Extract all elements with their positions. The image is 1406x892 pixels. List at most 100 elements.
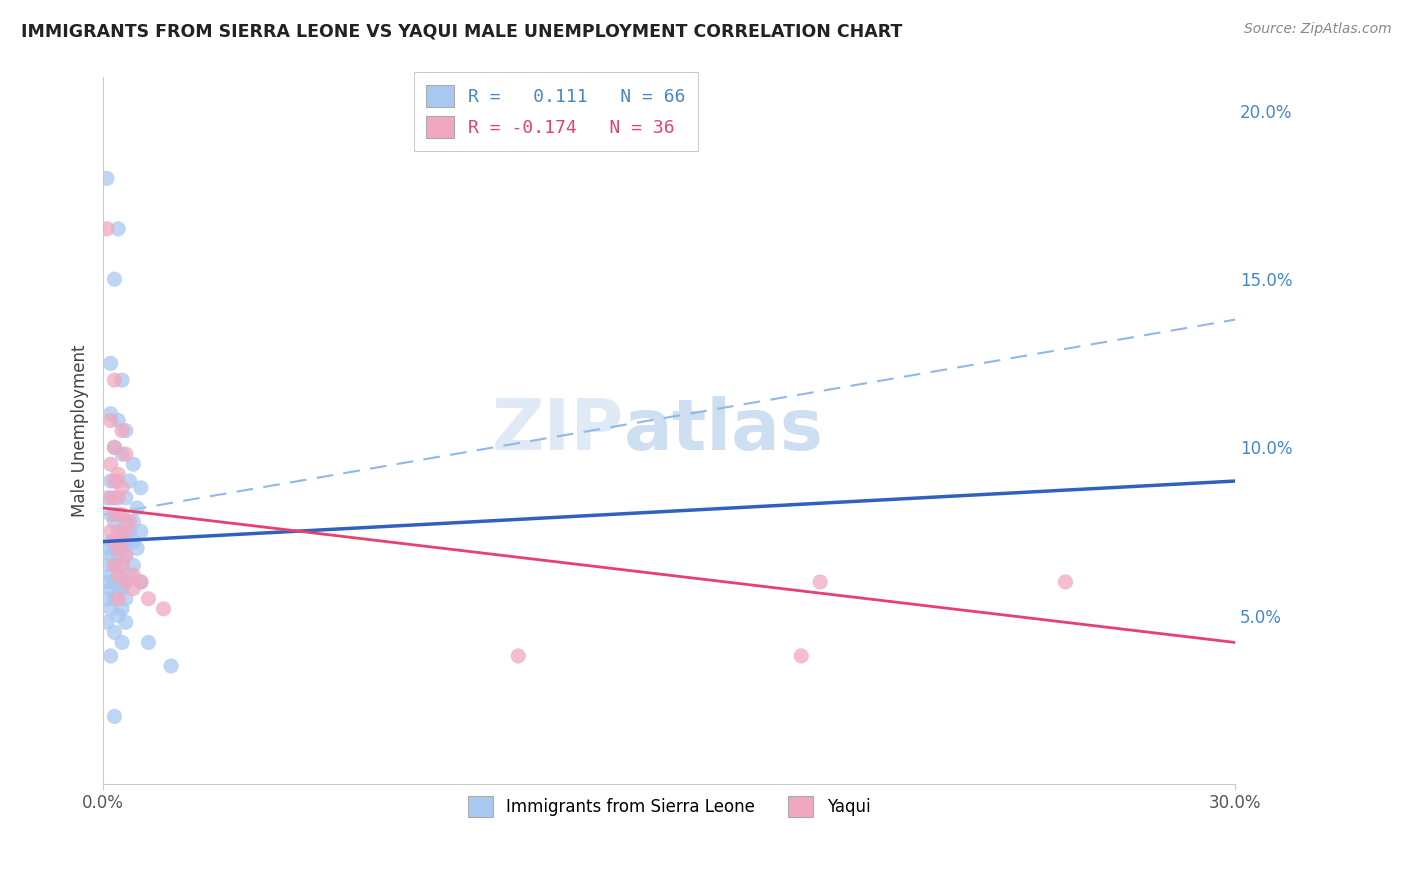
Point: [808, 574, 831, 589]
Point: [103, 272, 125, 286]
Point: [107, 591, 129, 606]
Point: [111, 582, 134, 596]
Point: [114, 548, 136, 562]
Point: [152, 602, 174, 616]
Point: [103, 574, 125, 589]
Point: [103, 534, 125, 549]
Point: [107, 582, 129, 596]
Point: [129, 574, 152, 589]
Y-axis label: Male Unemployment: Male Unemployment: [72, 344, 89, 516]
Point: [122, 534, 145, 549]
Point: [100, 568, 122, 582]
Point: [111, 481, 134, 495]
Point: [100, 413, 122, 427]
Point: [790, 648, 813, 663]
Point: [100, 407, 122, 421]
Point: [103, 709, 125, 723]
Point: [111, 524, 134, 539]
Point: [508, 648, 530, 663]
Point: [114, 515, 136, 529]
Point: [114, 424, 136, 438]
Point: [118, 474, 141, 488]
Point: [100, 602, 122, 616]
Point: [107, 568, 129, 582]
Point: [111, 541, 134, 556]
Text: Source: ZipAtlas.com: Source: ZipAtlas.com: [1244, 22, 1392, 37]
Point: [118, 515, 141, 529]
Point: [122, 515, 145, 529]
Point: [114, 574, 136, 589]
Point: [138, 591, 160, 606]
Legend: Immigrants from Sierra Leone, Yaqui: Immigrants from Sierra Leone, Yaqui: [460, 788, 879, 825]
Point: [103, 591, 125, 606]
Point: [107, 467, 129, 482]
Point: [114, 591, 136, 606]
Point: [111, 558, 134, 573]
Point: [96, 171, 118, 186]
Point: [118, 568, 141, 582]
Point: [111, 508, 134, 522]
Point: [100, 491, 122, 505]
Text: atlas: atlas: [624, 396, 824, 465]
Point: [100, 524, 122, 539]
Point: [122, 457, 145, 471]
Point: [111, 635, 134, 649]
Point: [103, 515, 125, 529]
Point: [129, 574, 152, 589]
Point: [107, 221, 129, 235]
Point: [111, 602, 134, 616]
Point: [103, 541, 125, 556]
Point: [107, 524, 129, 539]
Point: [118, 524, 141, 539]
Point: [122, 568, 145, 582]
Point: [114, 491, 136, 505]
Point: [129, 481, 152, 495]
Point: [107, 413, 129, 427]
Point: [96, 558, 118, 573]
Point: [114, 615, 136, 630]
Point: [107, 474, 129, 488]
Point: [111, 534, 134, 549]
Point: [103, 558, 125, 573]
Text: ZIP: ZIP: [492, 396, 624, 465]
Point: [138, 635, 160, 649]
Point: [96, 615, 118, 630]
Point: [100, 457, 122, 471]
Point: [103, 441, 125, 455]
Point: [114, 534, 136, 549]
Point: [107, 548, 129, 562]
Point: [96, 491, 118, 505]
Point: [127, 500, 149, 515]
Point: [100, 548, 122, 562]
Point: [103, 373, 125, 387]
Point: [96, 221, 118, 235]
Point: [1054, 574, 1077, 589]
Point: [100, 508, 122, 522]
Point: [107, 608, 129, 623]
Point: [129, 524, 152, 539]
Point: [100, 474, 122, 488]
Point: [96, 591, 118, 606]
Point: [127, 541, 149, 556]
Point: [100, 648, 122, 663]
Point: [114, 548, 136, 562]
Point: [103, 558, 125, 573]
Point: [103, 508, 125, 522]
Point: [114, 447, 136, 461]
Point: [103, 491, 125, 505]
Point: [100, 534, 122, 549]
Point: [96, 541, 118, 556]
Point: [122, 558, 145, 573]
Point: [107, 508, 129, 522]
Point: [100, 582, 122, 596]
Point: [111, 424, 134, 438]
Point: [107, 491, 129, 505]
Point: [96, 574, 118, 589]
Point: [114, 574, 136, 589]
Point: [103, 441, 125, 455]
Point: [122, 582, 145, 596]
Point: [114, 524, 136, 539]
Point: [111, 447, 134, 461]
Point: [103, 474, 125, 488]
Text: IMMIGRANTS FROM SIERRA LEONE VS YAQUI MALE UNEMPLOYMENT CORRELATION CHART: IMMIGRANTS FROM SIERRA LEONE VS YAQUI MA…: [21, 22, 903, 40]
